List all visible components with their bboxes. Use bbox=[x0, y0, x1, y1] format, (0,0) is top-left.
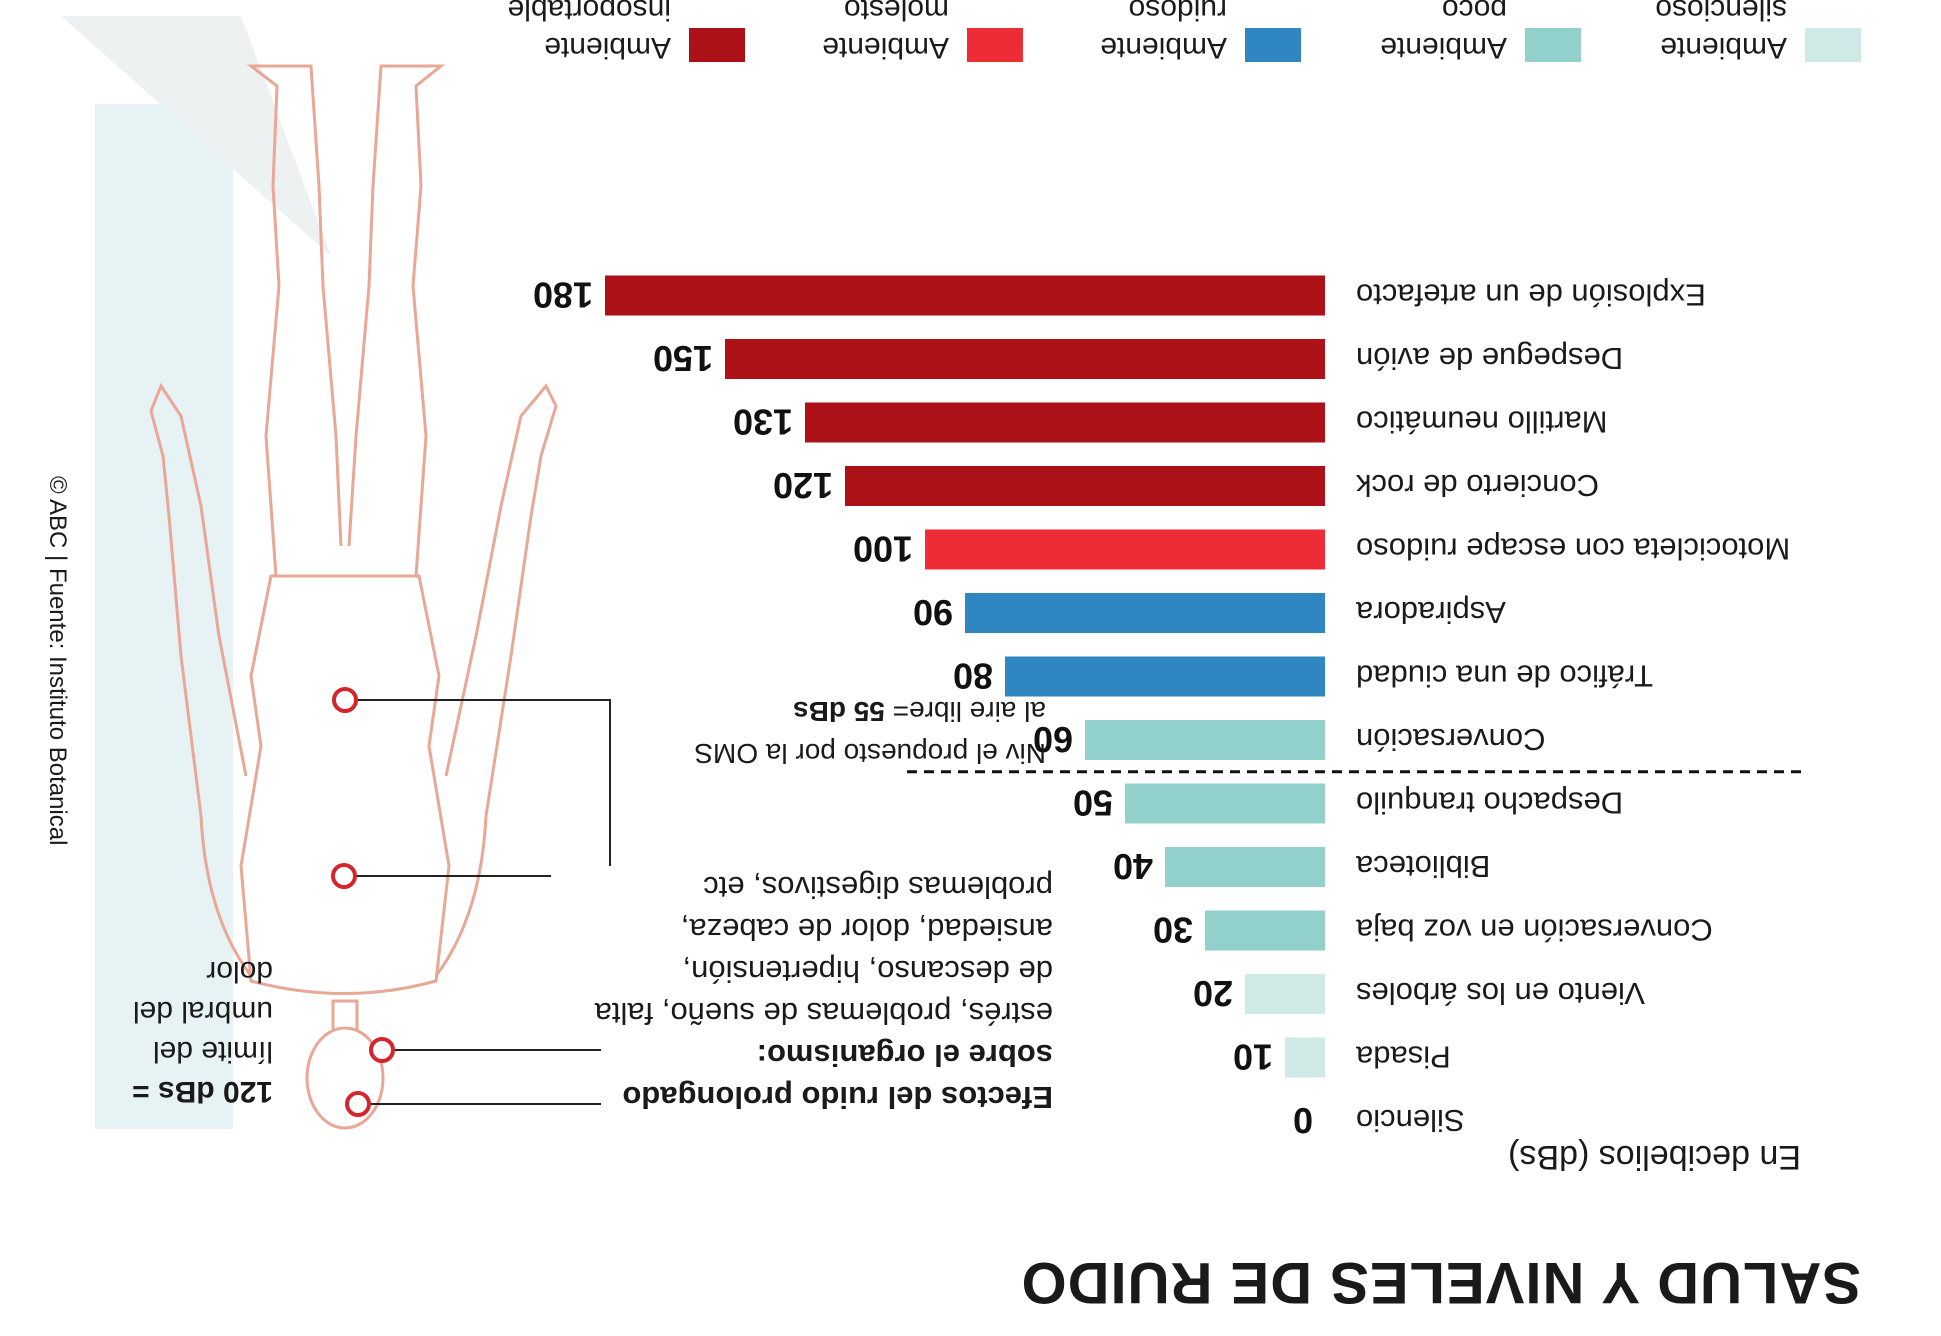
category-label: Viento en los árboles bbox=[1356, 976, 1645, 1011]
wireframe-human-body-icon bbox=[149, 64, 558, 1130]
legend-label: Ambiente poco ruidoso bbox=[1380, 0, 1507, 64]
category-label: Concierto de rock bbox=[1356, 468, 1599, 503]
category-label: Conversación bbox=[1356, 722, 1546, 757]
value-label: 90 bbox=[913, 592, 953, 633]
legend-label: Ambiente ruidoso bbox=[1100, 0, 1227, 64]
marker-neck bbox=[369, 1037, 395, 1063]
category-label: Tráfico de una ciudad bbox=[1356, 659, 1653, 694]
category-label: Biblioteca bbox=[1355, 849, 1490, 884]
category-label: Explosión de un artefacto bbox=[1356, 278, 1706, 313]
legend-swatch bbox=[967, 28, 1023, 62]
connector-line-abdomen bbox=[355, 699, 611, 866]
category-label: Despacho tranquilo bbox=[1356, 786, 1623, 821]
pain-threshold-text: límite del umbral del dolor bbox=[132, 955, 273, 1068]
figure-background-panel bbox=[95, 104, 233, 1129]
legend-item-insoportable: Ambiente insoportable bbox=[507, 0, 745, 66]
figure-left-leg bbox=[347, 64, 446, 577]
legend-item-poco-ruidoso: Ambiente poco ruidoso bbox=[1347, 0, 1581, 66]
figure-left-arm bbox=[434, 383, 558, 977]
value-label: 80 bbox=[953, 656, 993, 697]
figure-neck bbox=[331, 999, 359, 1031]
bar bbox=[1205, 910, 1325, 951]
bar bbox=[1005, 656, 1325, 697]
legend-swatch bbox=[1525, 28, 1581, 62]
bar bbox=[1125, 783, 1325, 824]
legend-label: Ambiente insoportable bbox=[507, 0, 671, 64]
legend-swatch bbox=[689, 28, 745, 62]
bar bbox=[805, 402, 1325, 443]
category-label: Martillo neumático bbox=[1356, 405, 1608, 440]
figure-torso bbox=[239, 574, 451, 995]
bar bbox=[1165, 847, 1325, 887]
bar bbox=[605, 275, 1325, 316]
value-label: 100 bbox=[853, 529, 913, 570]
category-label: Aspiradora bbox=[1355, 595, 1506, 630]
who-reference-label: Niv el propuesto por la OMS al aire libr… bbox=[694, 690, 1046, 774]
legend-item-silencioso: Ambiente silencioso bbox=[1627, 0, 1861, 66]
figure-right-leg bbox=[246, 64, 343, 577]
legend-label: Ambiente silencioso bbox=[1655, 0, 1787, 64]
who-reference-line2-text: al aire libre= bbox=[892, 695, 1046, 727]
bar bbox=[725, 339, 1325, 379]
category-label: Despegue de avión bbox=[1356, 341, 1623, 376]
effects-text: estrés, problemas de sueño, falta de des… bbox=[594, 870, 1053, 1031]
noise-effects-note: Efectos del ruido prolongado sobre el or… bbox=[553, 866, 1053, 1118]
figure-right-arm bbox=[149, 382, 253, 977]
value-label: 40 bbox=[1113, 846, 1153, 887]
chart-subtitle: En decibelios (dBs) bbox=[1508, 1138, 1801, 1176]
bar bbox=[845, 466, 1325, 506]
body-effect-markers bbox=[331, 687, 395, 1117]
category-label: Pisada bbox=[1355, 1040, 1451, 1075]
value-label: 130 bbox=[733, 402, 793, 443]
pain-threshold-note: 120 dBs = límite del umbral del dolor bbox=[73, 951, 273, 1111]
category-label: Conversación en voz baja bbox=[1355, 913, 1712, 948]
legend-item-molesto: Ambiente molesto bbox=[789, 0, 1023, 66]
figure-head bbox=[305, 1026, 385, 1130]
bar bbox=[925, 529, 1325, 570]
effects-connector-lines bbox=[354, 699, 611, 1105]
source-credit: © ABC | Fuente: Instituto Botanical bbox=[44, 476, 71, 846]
chart-title: SALUD Y NIVELES DE RUIDO bbox=[1020, 1250, 1861, 1315]
marker-chest bbox=[331, 863, 357, 889]
bar bbox=[965, 593, 1325, 633]
bar bbox=[1285, 1037, 1325, 1078]
value-label: 0 bbox=[1293, 1100, 1313, 1141]
bar bbox=[1245, 974, 1325, 1014]
legend-swatch bbox=[1805, 28, 1861, 62]
value-label: 30 bbox=[1153, 910, 1193, 951]
category-label: Motocicleta con escape ruidoso bbox=[1356, 532, 1790, 567]
marker-head bbox=[345, 1091, 371, 1117]
value-label: 150 bbox=[653, 338, 713, 379]
value-label: 20 bbox=[1193, 973, 1233, 1014]
effects-title: Efectos del ruido prolongado sobre el or… bbox=[622, 1038, 1053, 1115]
value-label: 60 bbox=[1033, 719, 1073, 760]
legend-swatch bbox=[1245, 28, 1301, 62]
legend-label: Ambiente molesto bbox=[822, 0, 949, 64]
bar bbox=[1085, 720, 1325, 760]
value-label: 180 bbox=[533, 275, 593, 316]
value-label: 10 bbox=[1233, 1037, 1273, 1078]
category-label: Silencio bbox=[1356, 1103, 1465, 1138]
value-label: 50 bbox=[1073, 783, 1113, 824]
who-reference-value: 55 dBs bbox=[793, 695, 885, 727]
value-label: 120 bbox=[773, 465, 833, 506]
who-reference-line1: Niv el propuesto por la OMS bbox=[694, 737, 1046, 769]
pain-threshold-value: 120 dBs = bbox=[132, 1075, 273, 1108]
marker-abdomen bbox=[332, 687, 358, 713]
legend-item-ruidoso: Ambiente ruidoso bbox=[1067, 0, 1301, 66]
who-reference-line2: al aire libre= 55 dBs bbox=[694, 690, 1046, 732]
